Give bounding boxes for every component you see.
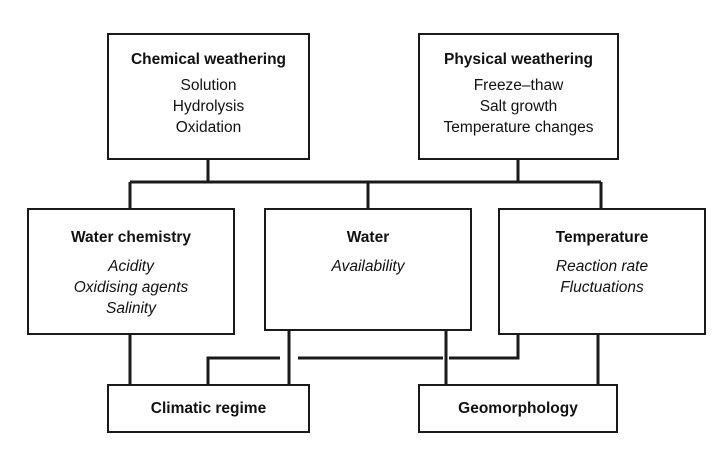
geomorphology-box: Geomorphology [418, 384, 618, 433]
water-title: Water [346, 229, 390, 246]
climatic-regime-box: Climatic regime [107, 384, 310, 433]
chemical-weathering-item: Solution [180, 77, 237, 94]
connector-temp-climatic-a [298, 335, 520, 360]
climatic-regime-title: Climatic regime [150, 400, 267, 417]
water-chemistry-item: Salinity [106, 300, 156, 317]
water-chemistry-box: Water chemistry Acidity Oxidising agents… [27, 208, 235, 335]
physical-weathering-box: Physical weathering Freeze–thaw Salt gro… [418, 33, 619, 160]
chemical-weathering-item: Hydrolysis [172, 98, 245, 115]
temperature-title: Temperature [555, 229, 649, 246]
water-chemistry-item: Acidity [108, 258, 154, 275]
water-chemistry-title: Water chemistry [70, 229, 192, 246]
physical-weathering-item: Temperature changes [443, 119, 594, 136]
connector-temp-climatic-b [206, 356, 280, 384]
physical-weathering-item: Salt growth [479, 98, 558, 115]
chemical-weathering-title: Chemical weathering [130, 51, 287, 68]
chemical-weathering-box: Chemical weathering Solution Hydrolysis … [107, 33, 310, 160]
water-chemistry-item: Oxidising agents [73, 279, 189, 296]
water-box: Water Availability [264, 208, 472, 331]
water-item: Availability [331, 258, 405, 275]
physical-weathering-item: Freeze–thaw [473, 77, 564, 94]
chemical-weathering-item: Oxidation [175, 119, 242, 136]
physical-weathering-title: Physical weathering [443, 51, 594, 68]
temperature-item: Reaction rate [555, 258, 649, 275]
temperature-box: Temperature Reaction rate Fluctuations [498, 208, 706, 335]
temperature-item: Fluctuations [560, 279, 644, 296]
geomorphology-title: Geomorphology [458, 400, 578, 417]
